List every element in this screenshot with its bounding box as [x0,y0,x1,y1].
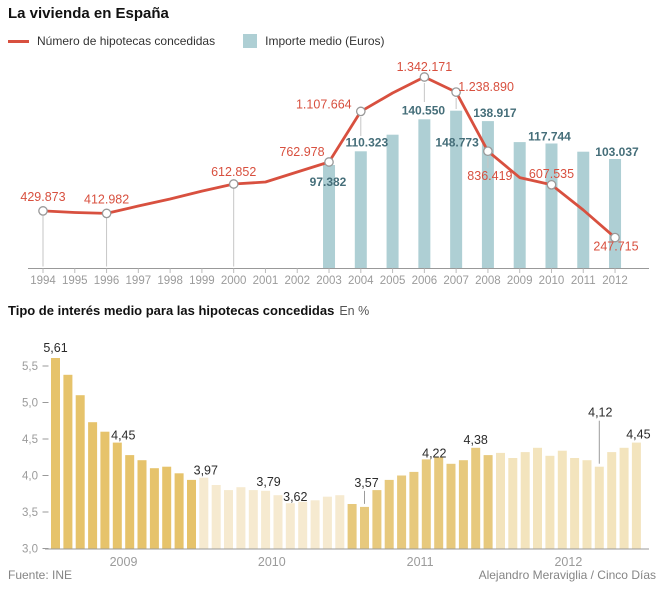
svg-text:2009: 2009 [507,275,533,287]
svg-text:148.773: 148.773 [435,136,479,150]
svg-text:4,45: 4,45 [626,428,650,442]
svg-text:1997: 1997 [126,275,152,287]
svg-text:4,22: 4,22 [422,446,446,460]
svg-text:4,45: 4,45 [111,429,135,443]
svg-text:2011: 2011 [407,555,434,569]
svg-text:2003: 2003 [316,275,342,287]
interest-rate-bar-chart: 3,0 3,5 4,0 4,5 5,0 5,5 2009 2010 2011 2012 5,61 4,… [22,341,651,569]
svg-text:2011: 2011 [571,275,596,287]
svg-text:2001: 2001 [253,275,279,287]
svg-text:2002: 2002 [284,275,310,287]
svg-text:97.382: 97.382 [310,175,347,189]
svg-text:4,12: 4,12 [588,406,612,420]
svg-text:607.535: 607.535 [529,167,574,181]
svg-text:1998: 1998 [157,275,183,287]
page-title: La vivienda en España [8,5,169,22]
svg-text:110.323: 110.323 [345,135,388,149]
svg-text:2012: 2012 [554,555,582,569]
svg-text:1996: 1996 [94,275,120,287]
legend-item-line: Número de hipotecas concedidas [8,34,215,48]
svg-text:3,79: 3,79 [256,475,280,489]
svg-text:117.744: 117.744 [528,130,571,144]
svg-text:3,0: 3,0 [22,544,38,556]
svg-text:2009: 2009 [110,555,138,569]
svg-text:3,62: 3,62 [283,490,307,504]
svg-text:612.852: 612.852 [211,165,256,179]
svg-text:4,0: 4,0 [22,471,38,483]
svg-text:2005: 2005 [380,275,406,287]
svg-text:1995: 1995 [62,275,88,287]
svg-text:1994: 1994 [30,275,56,287]
interest-chart-title-text: Tipo de interés medio para las hipotecas… [8,303,335,318]
svg-text:2008: 2008 [475,275,501,287]
bar-series-swatch-icon [243,34,258,48]
svg-text:3,57: 3,57 [354,476,378,490]
svg-text:3,5: 3,5 [22,507,38,519]
svg-text:5,5: 5,5 [22,361,38,373]
svg-text:5,61: 5,61 [43,341,67,355]
svg-text:1999: 1999 [189,275,215,287]
svg-text:2012: 2012 [602,275,628,287]
svg-text:3,97: 3,97 [194,464,218,478]
svg-text:138.917: 138.917 [473,106,517,120]
svg-text:412.982: 412.982 [84,192,129,206]
svg-text:247.715: 247.715 [593,240,638,254]
line-series-swatch-icon [8,39,29,43]
svg-text:2010: 2010 [539,275,565,287]
interest-chart-title: Tipo de interés medio para las hipotecas… [8,303,369,318]
footer-source: Fuente: INE [8,568,73,582]
legend-item-bar: Importe medio (Euros) [243,34,384,48]
mortgages-line-bar-chart: 1994 1995 1996 1997 1998 1999 2000 2001 2002 2003… [20,60,649,287]
svg-text:5,0: 5,0 [22,398,38,410]
svg-text:1.342.171: 1.342.171 [397,60,453,74]
svg-text:429.873: 429.873 [20,190,65,204]
svg-text:836.419: 836.419 [467,169,512,183]
svg-text:103.037: 103.037 [595,145,639,159]
svg-text:4,5: 4,5 [22,434,38,446]
chart-legend: Número de hipotecas concedidas Importe m… [8,34,384,48]
svg-text:762.978: 762.978 [279,145,324,159]
bar-series-label: Importe medio (Euros) [265,34,385,48]
svg-text:2004: 2004 [348,275,374,287]
svg-text:4,38: 4,38 [464,433,488,447]
svg-text:2000: 2000 [221,275,247,287]
interest-chart-units: En % [339,304,370,318]
svg-text:2006: 2006 [412,275,438,287]
svg-text:1.107.664: 1.107.664 [296,97,352,111]
svg-text:1.238.890: 1.238.890 [458,80,514,94]
svg-text:140.550: 140.550 [402,103,446,117]
svg-text:2007: 2007 [443,275,469,287]
footer-credit: Alejandro Meraviglia / Cinco Días [478,568,656,582]
line-series-label: Número de hipotecas concedidas [37,34,216,48]
svg-text:2010: 2010 [258,555,286,569]
